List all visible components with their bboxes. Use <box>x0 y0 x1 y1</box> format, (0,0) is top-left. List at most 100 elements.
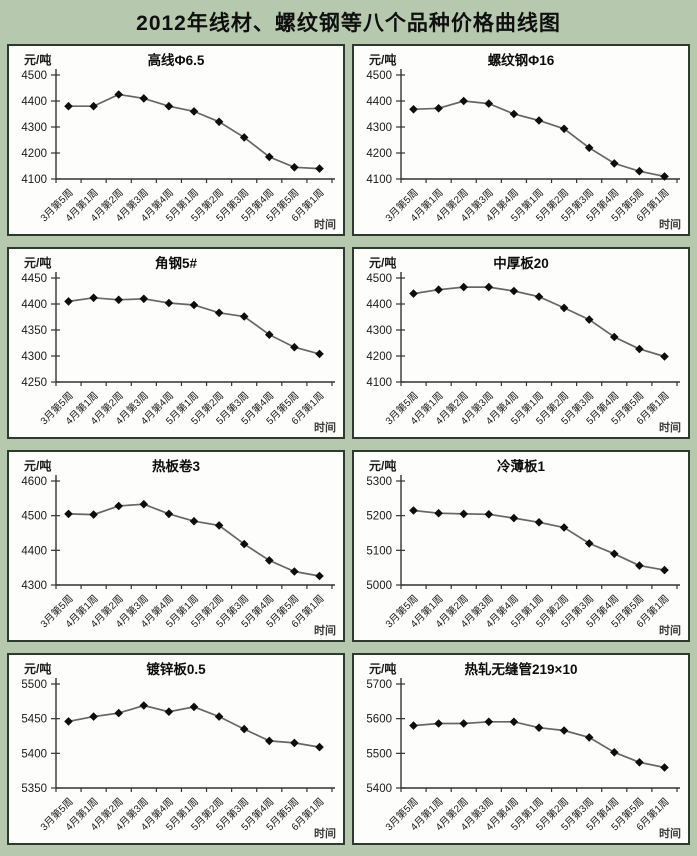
y-tick-label: 4400 <box>21 545 47 557</box>
data-point-marker <box>239 312 249 321</box>
chart-title: 镀锌板0.5 <box>146 662 206 677</box>
data-point-marker <box>409 506 418 515</box>
data-point-marker <box>434 508 443 518</box>
chart-title: 中厚板20 <box>493 256 549 271</box>
data-point-marker <box>559 523 569 532</box>
chart-title: 热轧无缝管219×10 <box>464 662 578 677</box>
chart-title: 螺纹钢Φ16 <box>487 53 555 68</box>
data-point-marker <box>434 104 443 113</box>
data-point-marker <box>434 285 443 294</box>
data-point-marker <box>459 96 468 106</box>
data-point-marker <box>584 143 594 153</box>
page-title: 2012年线材、螺纹钢等八个品种价格曲线图 <box>136 12 561 35</box>
y-axis-unit-label: 元/吨 <box>24 256 52 270</box>
x-axis-name-label: 时间 <box>659 219 681 231</box>
data-point-marker <box>559 303 569 313</box>
data-point-marker <box>189 516 199 526</box>
price-line <box>68 93 320 170</box>
data-point-marker <box>434 719 443 728</box>
data-point-marker <box>584 733 594 742</box>
data-point-marker <box>114 295 123 305</box>
y-tick-label: 5600 <box>366 714 392 726</box>
chart-title: 高线Φ6.5 <box>147 53 205 68</box>
data-point-marker <box>484 99 494 108</box>
chart-panel-medium-plate: 元/吨 中厚板20 4100 4200 4300 4400 4500 3月第5周 4月第1周… <box>352 247 690 439</box>
x-axis-name-label: 时间 <box>659 625 681 637</box>
data-point-marker <box>89 101 98 111</box>
x-axis-name-label: 时间 <box>314 828 336 840</box>
y-tick-label: 5700 <box>366 679 392 691</box>
data-point-marker <box>64 297 73 306</box>
y-tick-label: 5300 <box>366 476 392 488</box>
price-line <box>68 503 320 577</box>
chart-panel-angle-steel: 元/吨 角钢5# 4250 4300 4350 4400 4450 3月第5周 4月第1周 4… <box>7 247 345 439</box>
data-point-marker <box>584 315 594 324</box>
data-point-marker <box>660 565 669 575</box>
y-tick-label: 5500 <box>366 748 392 760</box>
data-point-marker <box>610 332 619 342</box>
data-point-marker <box>189 300 199 310</box>
line-chart: 54005500560057003月第5周4月第1周4月第2周4月第3周4月第4… <box>366 678 680 833</box>
x-axis-name-label: 时间 <box>314 625 336 637</box>
chart-title: 冷薄板1 <box>496 459 545 474</box>
data-point-marker <box>610 159 619 168</box>
y-tick-label: 5350 <box>21 783 47 795</box>
y-tick-label: 4300 <box>21 122 47 134</box>
data-point-marker <box>290 567 299 576</box>
data-point-marker <box>459 509 468 519</box>
line-chart: 43004400450046003月第5周4月第1周4月第2周4月第3周4月第4… <box>21 475 335 630</box>
y-tick-label: 4300 <box>21 351 47 363</box>
y-tick-label: 4300 <box>366 325 392 337</box>
y-tick-label: 5400 <box>21 748 47 760</box>
price-line <box>68 704 320 748</box>
data-point-marker <box>139 499 149 509</box>
data-point-marker <box>559 726 569 735</box>
y-tick-label: 4600 <box>21 476 47 488</box>
y-tick-label: 4400 <box>21 96 47 108</box>
line-chart: 425043004350440044503月第5周4月第1周4月第2周4月第3周… <box>21 272 335 427</box>
data-point-marker <box>315 742 324 752</box>
y-tick-label: 4500 <box>366 70 392 82</box>
data-point-marker <box>265 736 274 746</box>
data-point-marker <box>409 289 418 298</box>
x-axis-name-label: 时间 <box>314 422 336 434</box>
chart-panel-cold-sheet: 元/吨 冷薄板1 5000 5100 5200 5300 3月第5周 4月第1周 4月第2周… <box>352 450 690 642</box>
data-point-marker <box>315 349 324 359</box>
data-point-marker <box>484 717 494 727</box>
data-point-marker <box>635 344 644 354</box>
y-tick-label: 4350 <box>21 325 47 337</box>
data-point-marker <box>409 105 418 114</box>
data-point-marker <box>660 352 669 361</box>
price-line <box>413 100 665 178</box>
line-chart: 50005100520053003月第5周4月第1周4月第2周4月第3周4月第4… <box>366 475 680 630</box>
data-point-marker <box>189 107 199 116</box>
data-point-marker <box>214 117 224 127</box>
data-point-marker <box>635 166 644 176</box>
data-point-marker <box>459 719 468 728</box>
data-point-marker <box>265 152 274 162</box>
x-axis-name-label: 时间 <box>314 219 336 231</box>
line-chart: 53505400545055003月第5周4月第1周4月第2周4月第3周4月第4… <box>21 678 335 833</box>
data-point-marker <box>139 94 149 103</box>
y-tick-label: 4400 <box>366 96 392 108</box>
data-point-marker <box>64 717 73 726</box>
data-point-marker <box>315 571 324 581</box>
data-point-marker <box>164 298 174 308</box>
data-point-marker <box>610 748 619 757</box>
data-point-marker <box>64 101 73 111</box>
x-axis-name-label: 时间 <box>659 422 681 434</box>
y-axis-unit-label: 元/吨 <box>24 53 52 67</box>
chart-panel-galvanized-sheet: 元/吨 镀锌板0.5 5350 5400 5450 5500 3月第5周 4月第1周 4月第… <box>7 653 345 845</box>
y-tick-label: 5450 <box>21 714 47 726</box>
data-point-marker <box>89 293 98 303</box>
data-point-marker <box>559 124 569 134</box>
chart-title: 角钢5# <box>154 256 198 271</box>
data-point-marker <box>89 510 98 519</box>
y-tick-label: 4450 <box>21 273 47 285</box>
chart-title: 热板卷3 <box>151 459 200 474</box>
y-tick-label: 4200 <box>21 148 47 160</box>
charts-grid: 元/吨 高线Φ6.5 4100 4200 4300 4400 4500 3月第5周 4月第1… <box>0 44 697 853</box>
y-tick-label: 4100 <box>366 174 392 186</box>
chart-panel-high-wire: 元/吨 高线Φ6.5 4100 4200 4300 4400 4500 3月第5周 4月第1… <box>7 44 345 236</box>
y-tick-label: 4300 <box>366 122 392 134</box>
